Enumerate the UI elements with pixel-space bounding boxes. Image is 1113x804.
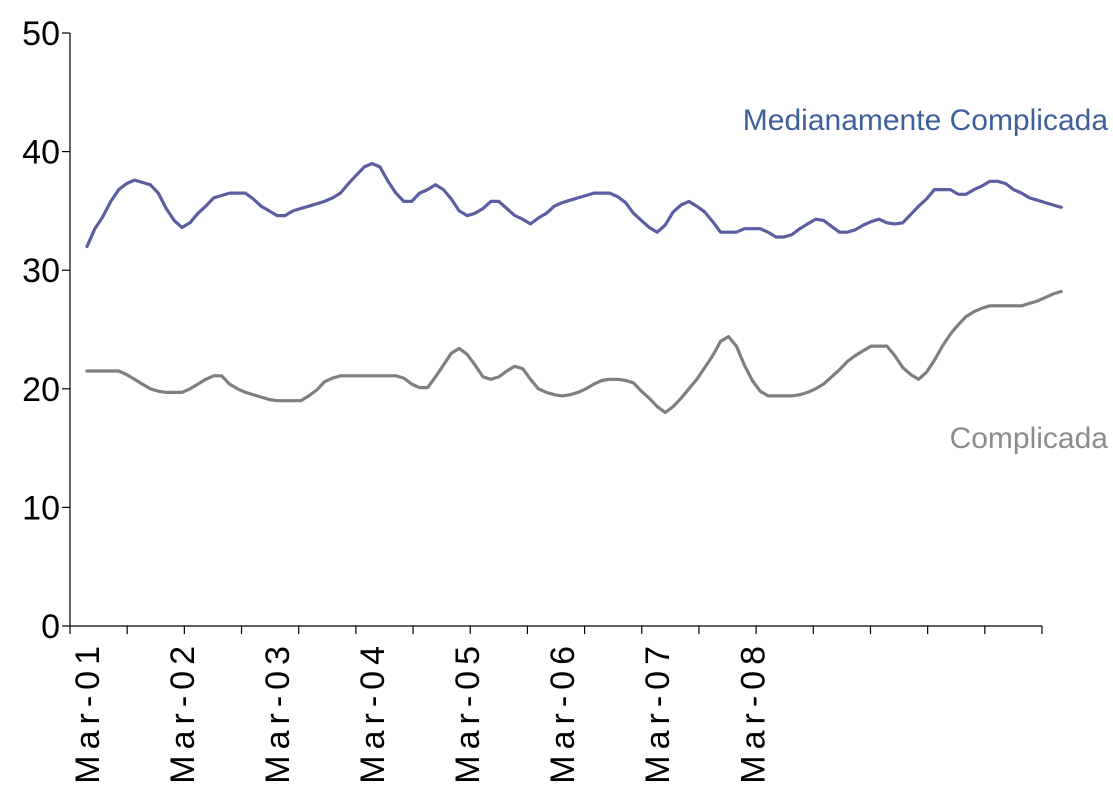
x-tick-label: Mar-02: [164, 640, 202, 784]
series-label-medianamente-complicada: Medianamente Complicada: [743, 104, 1109, 137]
y-tick-label: 10: [22, 489, 60, 527]
x-tick-label: Mar-06: [544, 640, 582, 784]
axes: 0 10 20 30 40 50 Mar-01 Mar-02 Mar-03 Mar-04 Mar-0…: [22, 15, 1043, 784]
x-tick-label: Mar-07: [639, 640, 677, 784]
x-tick-label: Mar-01: [69, 640, 107, 784]
y-tick-label: 20: [22, 371, 60, 409]
x-tick-label: Mar-03: [259, 640, 297, 784]
x-tick-label: Mar-05: [449, 640, 487, 784]
series-labels: Medianamente Complicada Complicada: [743, 104, 1109, 455]
series-lines: [85, 161, 1063, 415]
x-tick-label: Mar-04: [354, 640, 392, 784]
series-label-complicada: Complicada: [950, 422, 1109, 455]
y-tick-label: 50: [22, 15, 60, 53]
y-tick-label: 40: [22, 134, 60, 172]
x-tick-label: Mar-08: [734, 640, 772, 784]
y-tick-label: 30: [22, 252, 60, 290]
series-line-complicada: [85, 289, 1063, 415]
y-tick-label: 0: [41, 608, 60, 646]
series-line-medianamente-complicada: [85, 161, 1063, 249]
